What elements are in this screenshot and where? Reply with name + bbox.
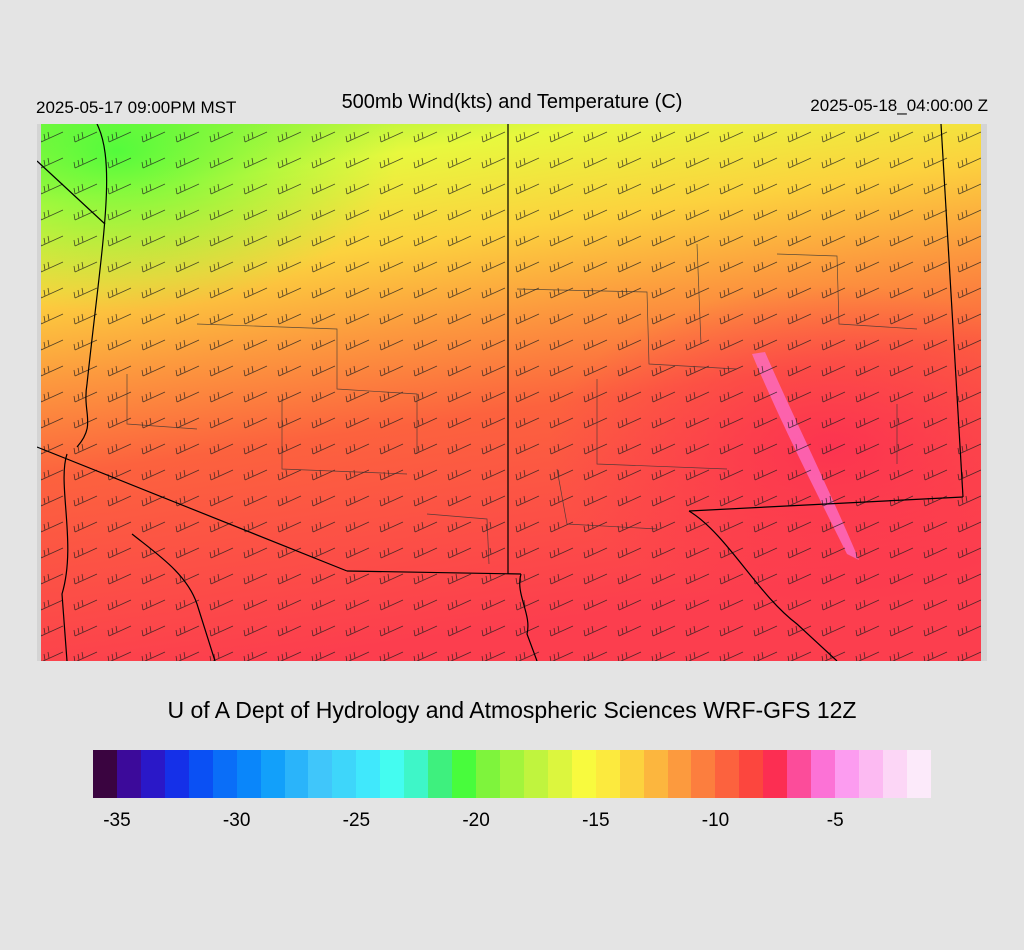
colorbar-swatch [380, 750, 405, 798]
colorbar-swatch [882, 750, 907, 798]
colorbar-swatch [284, 750, 309, 798]
colorbar-tick-label: -5 [826, 810, 844, 831]
colorbar-swatch [116, 750, 141, 798]
colorbar-swatch [595, 750, 620, 798]
valid-time-label: 2025-05-18_04:00:00 Z [810, 96, 988, 115]
colorbar-swatch [619, 750, 644, 798]
colorbar-swatch [859, 750, 883, 798]
colorbar-swatch [452, 750, 476, 798]
colorbar-swatch [332, 750, 357, 798]
colorbar-swatch [787, 750, 812, 798]
colorbar-swatch [691, 750, 716, 798]
colorbar-swatch [212, 750, 237, 798]
colorbar-swatch [499, 750, 524, 798]
colorbar-swatch [260, 750, 285, 798]
colorbar-swatch [547, 750, 572, 798]
colorbar-swatch [715, 750, 740, 798]
state-borders [37, 124, 964, 661]
colorbar-swatch [643, 750, 668, 798]
chart-title: 500mb Wind(kts) and Temperature (C) [341, 91, 683, 113]
colorbar-swatch [140, 750, 165, 798]
colorbar-swatch [906, 750, 931, 798]
colorbar-swatch [93, 750, 117, 798]
colorbar-swatch [476, 750, 500, 798]
colorbar-swatch [523, 750, 548, 798]
colorbar-swatch [164, 750, 189, 798]
colorbar-tick-label: -10 [701, 810, 730, 831]
colorbar-swatch [811, 750, 836, 798]
colorbar-swatch [571, 750, 596, 798]
weather-map [37, 124, 987, 661]
colorbar-tick-labels: -35 -30 -25 -20 -15 -10 -5 [0, 810, 1024, 840]
colorbar-swatch [236, 750, 261, 798]
wind-barbs [41, 124, 981, 661]
colorbar-tick-label: -20 [462, 810, 490, 831]
temperature-map-svg [37, 124, 981, 661]
colorbar-swatch [763, 750, 788, 798]
colorbar-swatch [356, 750, 381, 798]
colorbar-swatch [667, 750, 692, 798]
colorbar-tick-label: -15 [582, 810, 610, 831]
colorbar-tick-label: -35 [103, 810, 131, 831]
colorbar-swatch [308, 750, 333, 798]
colorbar-swatch [404, 750, 429, 798]
colorbar-swatch [835, 750, 859, 798]
county-borders [126, 243, 918, 565]
colorbar-tick-label: -30 [222, 810, 251, 831]
credit-text: U of A Dept of Hydrology and Atmospheric… [167, 697, 857, 723]
temperature-colorbar [93, 750, 931, 798]
local-time-label: 2025-05-17 09:00PM MST [36, 98, 237, 117]
colorbar-swatch [188, 750, 213, 798]
colorbar-tick-label: -25 [342, 810, 371, 831]
colorbar-swatch [428, 750, 453, 798]
colorbar-swatch [739, 750, 764, 798]
